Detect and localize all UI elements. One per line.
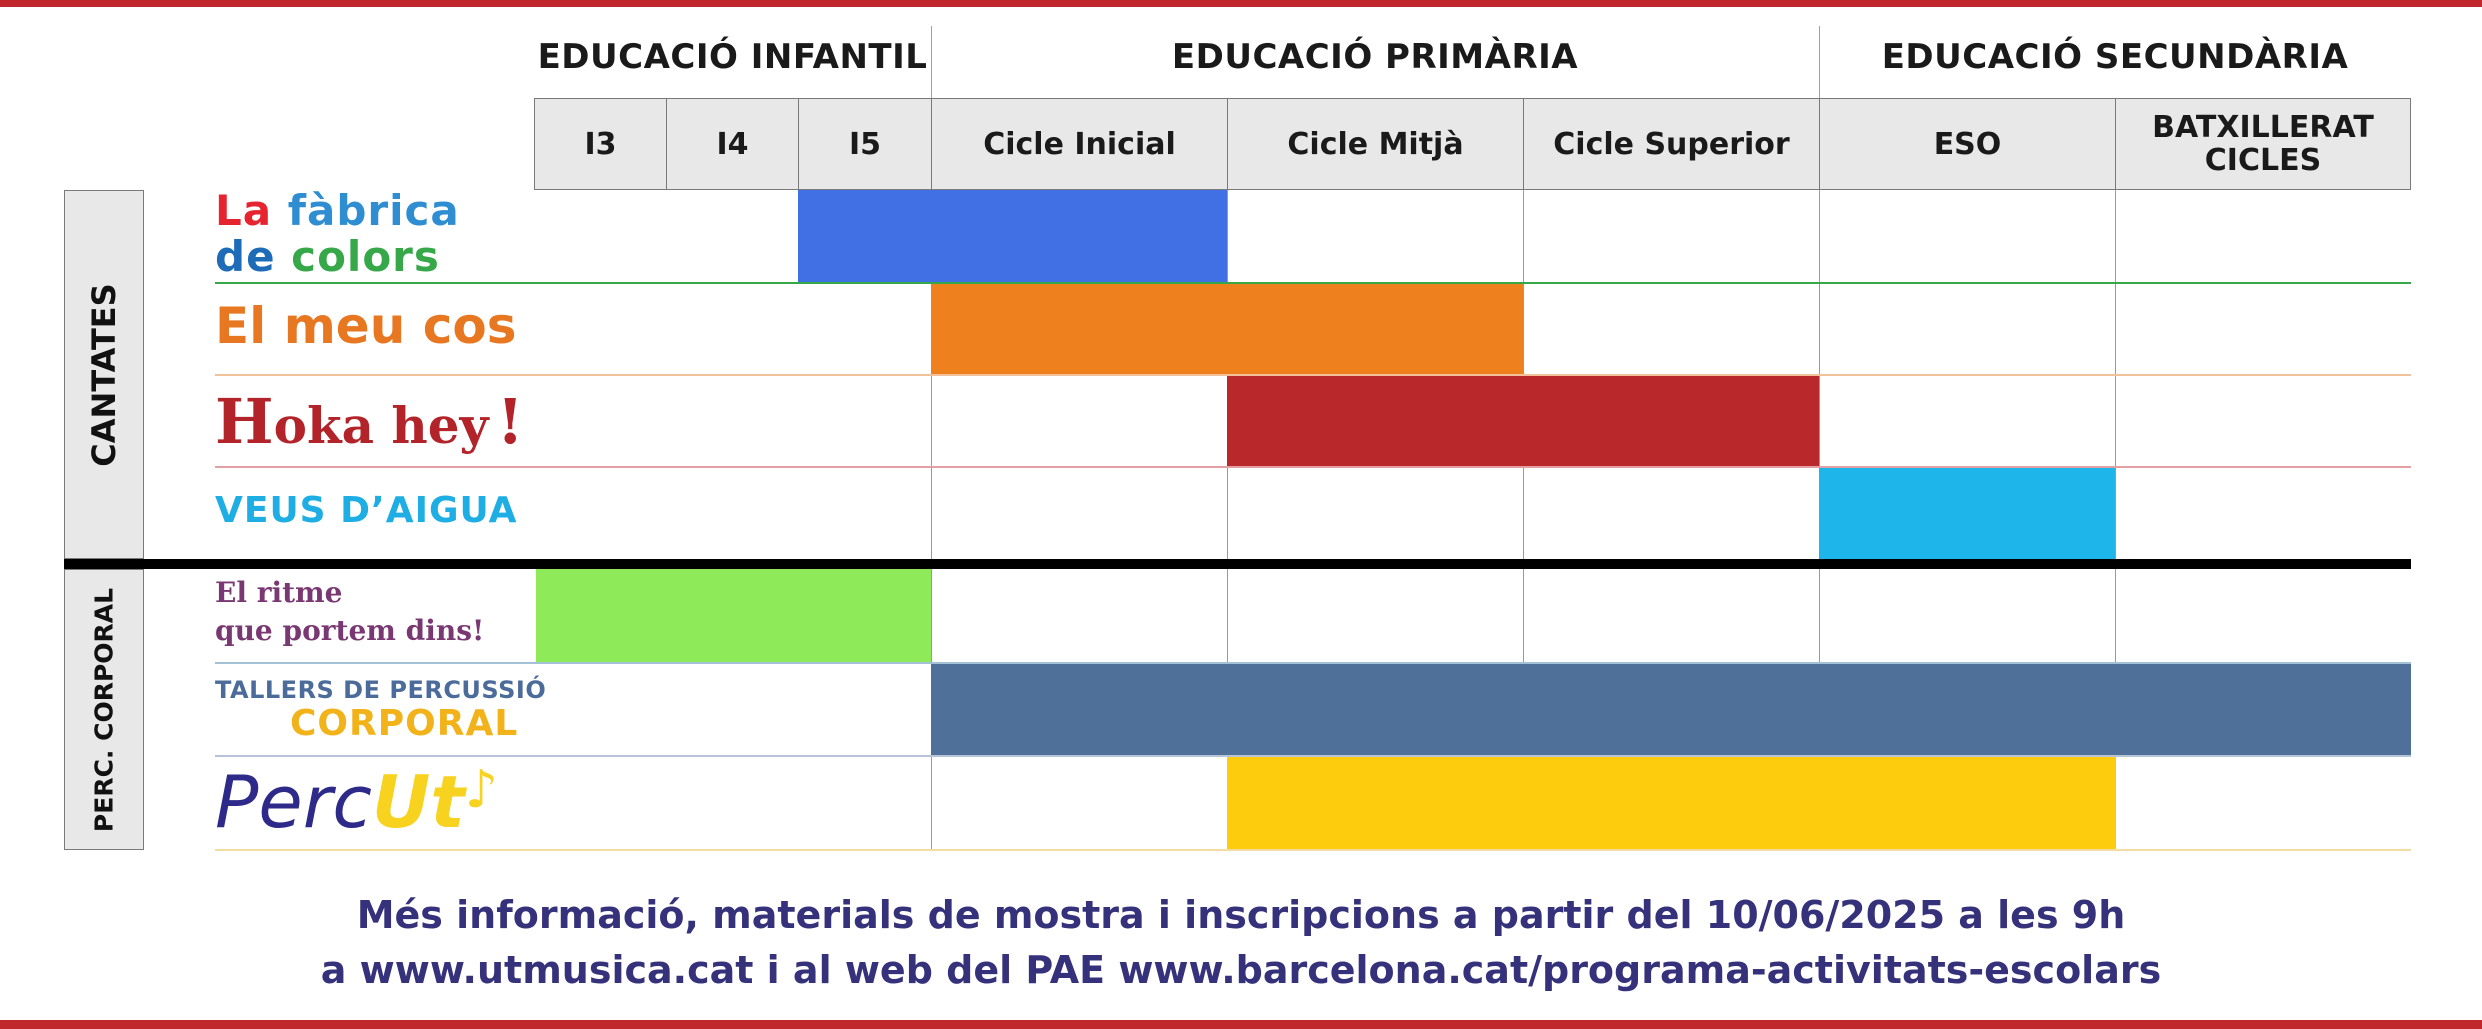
group-cantates-label: CANTATES	[64, 190, 144, 559]
program-percut: PercUt♪	[215, 760, 498, 844]
row-divider	[215, 374, 2411, 376]
level-i5-header: I5	[798, 98, 932, 190]
bar-fabrica-de-colors	[798, 190, 1227, 283]
bar-percut	[1227, 756, 2116, 850]
row-divider	[215, 466, 2411, 468]
program-hoka-rest: oka hey	[273, 396, 489, 455]
program-hoka-initial: H	[215, 385, 274, 458]
group-percussio-label: PERC. CORPORAL	[64, 569, 144, 850]
level-i3-header: I3	[534, 98, 667, 190]
level-i4-header: I4	[666, 98, 799, 190]
group-separator	[64, 559, 2411, 569]
program-percut-part1: Perc	[215, 760, 372, 844]
level-cicle-mitja-header: Cicle Mitjà	[1227, 98, 1524, 190]
level-cicle-inicial-header: Cicle Inicial	[931, 98, 1228, 190]
grid-line	[931, 190, 932, 850]
program-fabrica-word3: de	[215, 232, 276, 281]
stage-divider	[1819, 26, 1820, 98]
bar-veus-daigua	[1819, 467, 2115, 559]
program-fabrica-de-colors: La fàbrica de colors	[215, 188, 460, 280]
program-fabrica-line2: de colors	[215, 234, 460, 280]
program-tallers-line2: CORPORAL	[290, 703, 519, 744]
bar-el-ritme	[536, 569, 931, 663]
bar-tallers-percussio	[931, 663, 2411, 756]
stage-primaria-header: EDUCACIÓ PRIMÀRIA	[1171, 37, 1579, 77]
grid-line	[2115, 190, 2116, 850]
level-eso-header: ESO	[1819, 98, 2116, 190]
program-percut-part2: Ut	[371, 760, 465, 844]
program-hoka-end: !	[496, 385, 524, 458]
row-divider	[215, 282, 2411, 284]
program-hoka-hey: Hoka hey!	[215, 385, 524, 458]
info-line-1: Més informació, materials de mostra i in…	[356, 893, 2126, 937]
program-fabrica-word1: La	[215, 186, 273, 235]
program-ritme-line2: que portem dins!	[215, 614, 485, 647]
row-divider	[215, 662, 2411, 664]
grid-line	[1227, 190, 1228, 850]
level-batxillerat-header: BATXILLERAT CICLES	[2115, 98, 2411, 190]
row-divider	[215, 849, 2411, 851]
bottom-border	[0, 1020, 2482, 1029]
grid-line	[1523, 190, 1524, 850]
program-fabrica-word2: fàbrica	[272, 186, 460, 235]
program-el-ritme: El ritme que portem dins!	[215, 574, 484, 650]
program-fabrica-line1: La fàbrica	[215, 188, 460, 234]
row-divider	[215, 755, 2411, 757]
level-cicle-superior-header: Cicle Superior	[1523, 98, 1820, 190]
stage-secundaria-header: EDUCACIÓ SECUNDÀRIA	[1881, 37, 2349, 77]
bar-el-meu-cos	[931, 283, 1523, 375]
info-line-2: a www.utmusica.cat i al web del PAE www.…	[320, 948, 2162, 992]
program-tallers-line1: TALLERS DE PERCUSSIÓ	[215, 676, 547, 704]
program-el-meu-cos: El meu cos	[215, 297, 517, 355]
group-cantates-text: CANTATES	[85, 282, 123, 467]
program-fabrica-word4: colors	[275, 232, 440, 281]
stage-divider	[931, 26, 932, 98]
group-percussio-text: PERC. CORPORAL	[89, 587, 119, 832]
bar-hoka-hey	[1227, 375, 1819, 467]
top-border	[0, 0, 2482, 7]
music-note-icon: ♪	[464, 760, 498, 820]
program-veus-daigua: VEUS D’AIGUA	[215, 490, 518, 531]
program-ritme-line1: El ritme	[215, 576, 343, 609]
stage-infantil-header: EDUCACIÓ INFANTIL	[537, 37, 928, 77]
